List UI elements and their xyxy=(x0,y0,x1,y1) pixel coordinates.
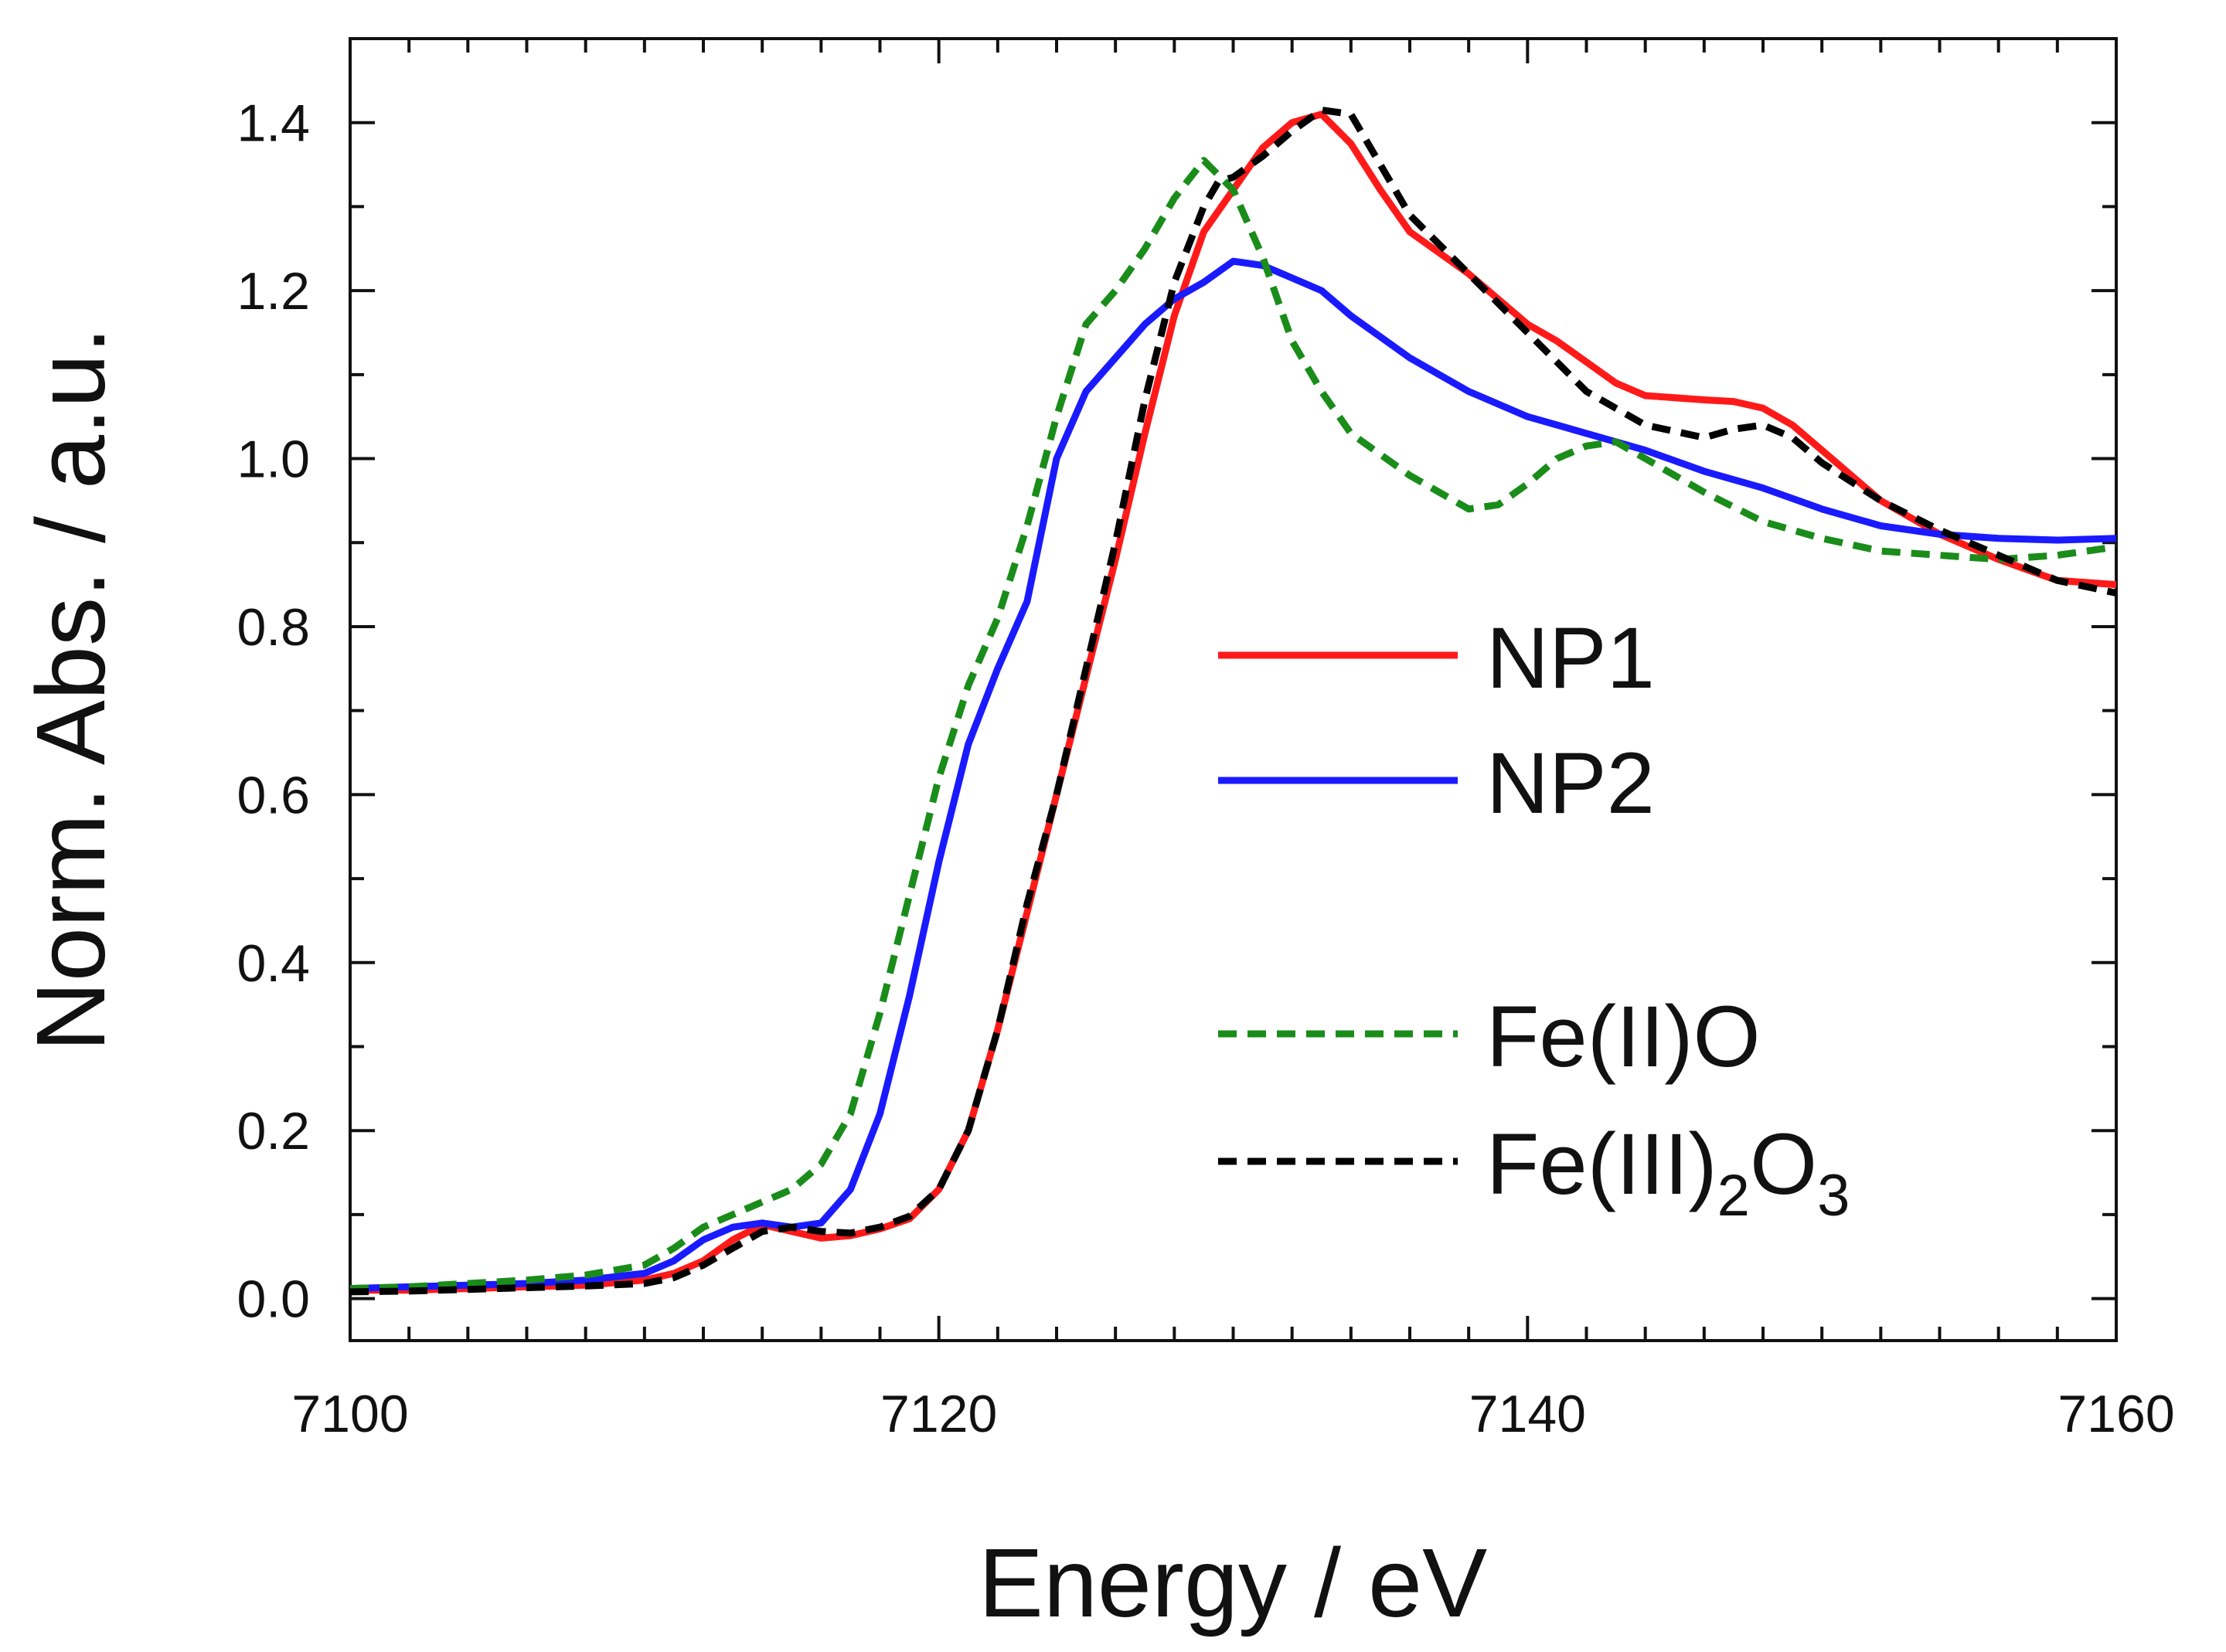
y-tick-label: 1.4 xyxy=(237,94,310,153)
legend: NP1 NP2 Fe(II)O Fe(III)2O3 xyxy=(1218,610,1850,1229)
series-line-fe-ii-o xyxy=(350,157,2116,1293)
y-tick-label: 1.2 xyxy=(237,262,310,321)
legend-label: NP1 xyxy=(1486,610,1655,706)
y-axis-title: Norm. Abs. / a.u. xyxy=(16,327,125,1052)
legend-label: Fe(II)O xyxy=(1486,988,1761,1085)
legend-label-main: NP2 xyxy=(1486,735,1655,831)
x-tick-label: 7160 xyxy=(2058,1385,2174,1443)
y-tick-label: 0.6 xyxy=(237,766,310,824)
axis-ticks xyxy=(349,39,2118,1341)
y-tick-label: 1.0 xyxy=(237,430,310,489)
y-tick-label: 0.2 xyxy=(237,1102,310,1161)
legend-label-main: NP1 xyxy=(1486,610,1655,706)
legend-label-main: Fe(II)O xyxy=(1486,988,1761,1085)
series-line-np1 xyxy=(350,110,2116,1294)
series-line-fe-iii-2o3 xyxy=(350,106,2116,1296)
legend-label: NP2 xyxy=(1486,735,1655,831)
legend-label-subscript: 2 xyxy=(1717,1163,1750,1229)
x-axis-title: Energy / eV xyxy=(979,1528,1487,1637)
y-tick-label: 0.8 xyxy=(237,598,310,657)
legend-label-main: Fe(III) xyxy=(1486,1116,1717,1212)
x-tick-label: 7100 xyxy=(291,1385,408,1443)
legend-label-subscript: 3 xyxy=(1817,1163,1850,1229)
legend-label-mid: O xyxy=(1750,1116,1817,1212)
y-tick-label: 0.4 xyxy=(237,934,310,993)
plot-frame xyxy=(349,37,2118,1342)
x-tick-label: 7120 xyxy=(880,1385,997,1443)
series-layer xyxy=(350,106,2116,1296)
series-line-np2 xyxy=(350,257,2116,1293)
legend-label: Fe(III)2O3 xyxy=(1486,1116,1850,1229)
x-tick-label: 7140 xyxy=(1469,1385,1586,1443)
axis-tick-labels: 7100 7120 7140 7160 0.0 0.2 0.4 0.6 0.8 1.0 1.2 1.4 xyxy=(237,94,2174,1443)
y-tick-label: 0.0 xyxy=(237,1270,310,1329)
